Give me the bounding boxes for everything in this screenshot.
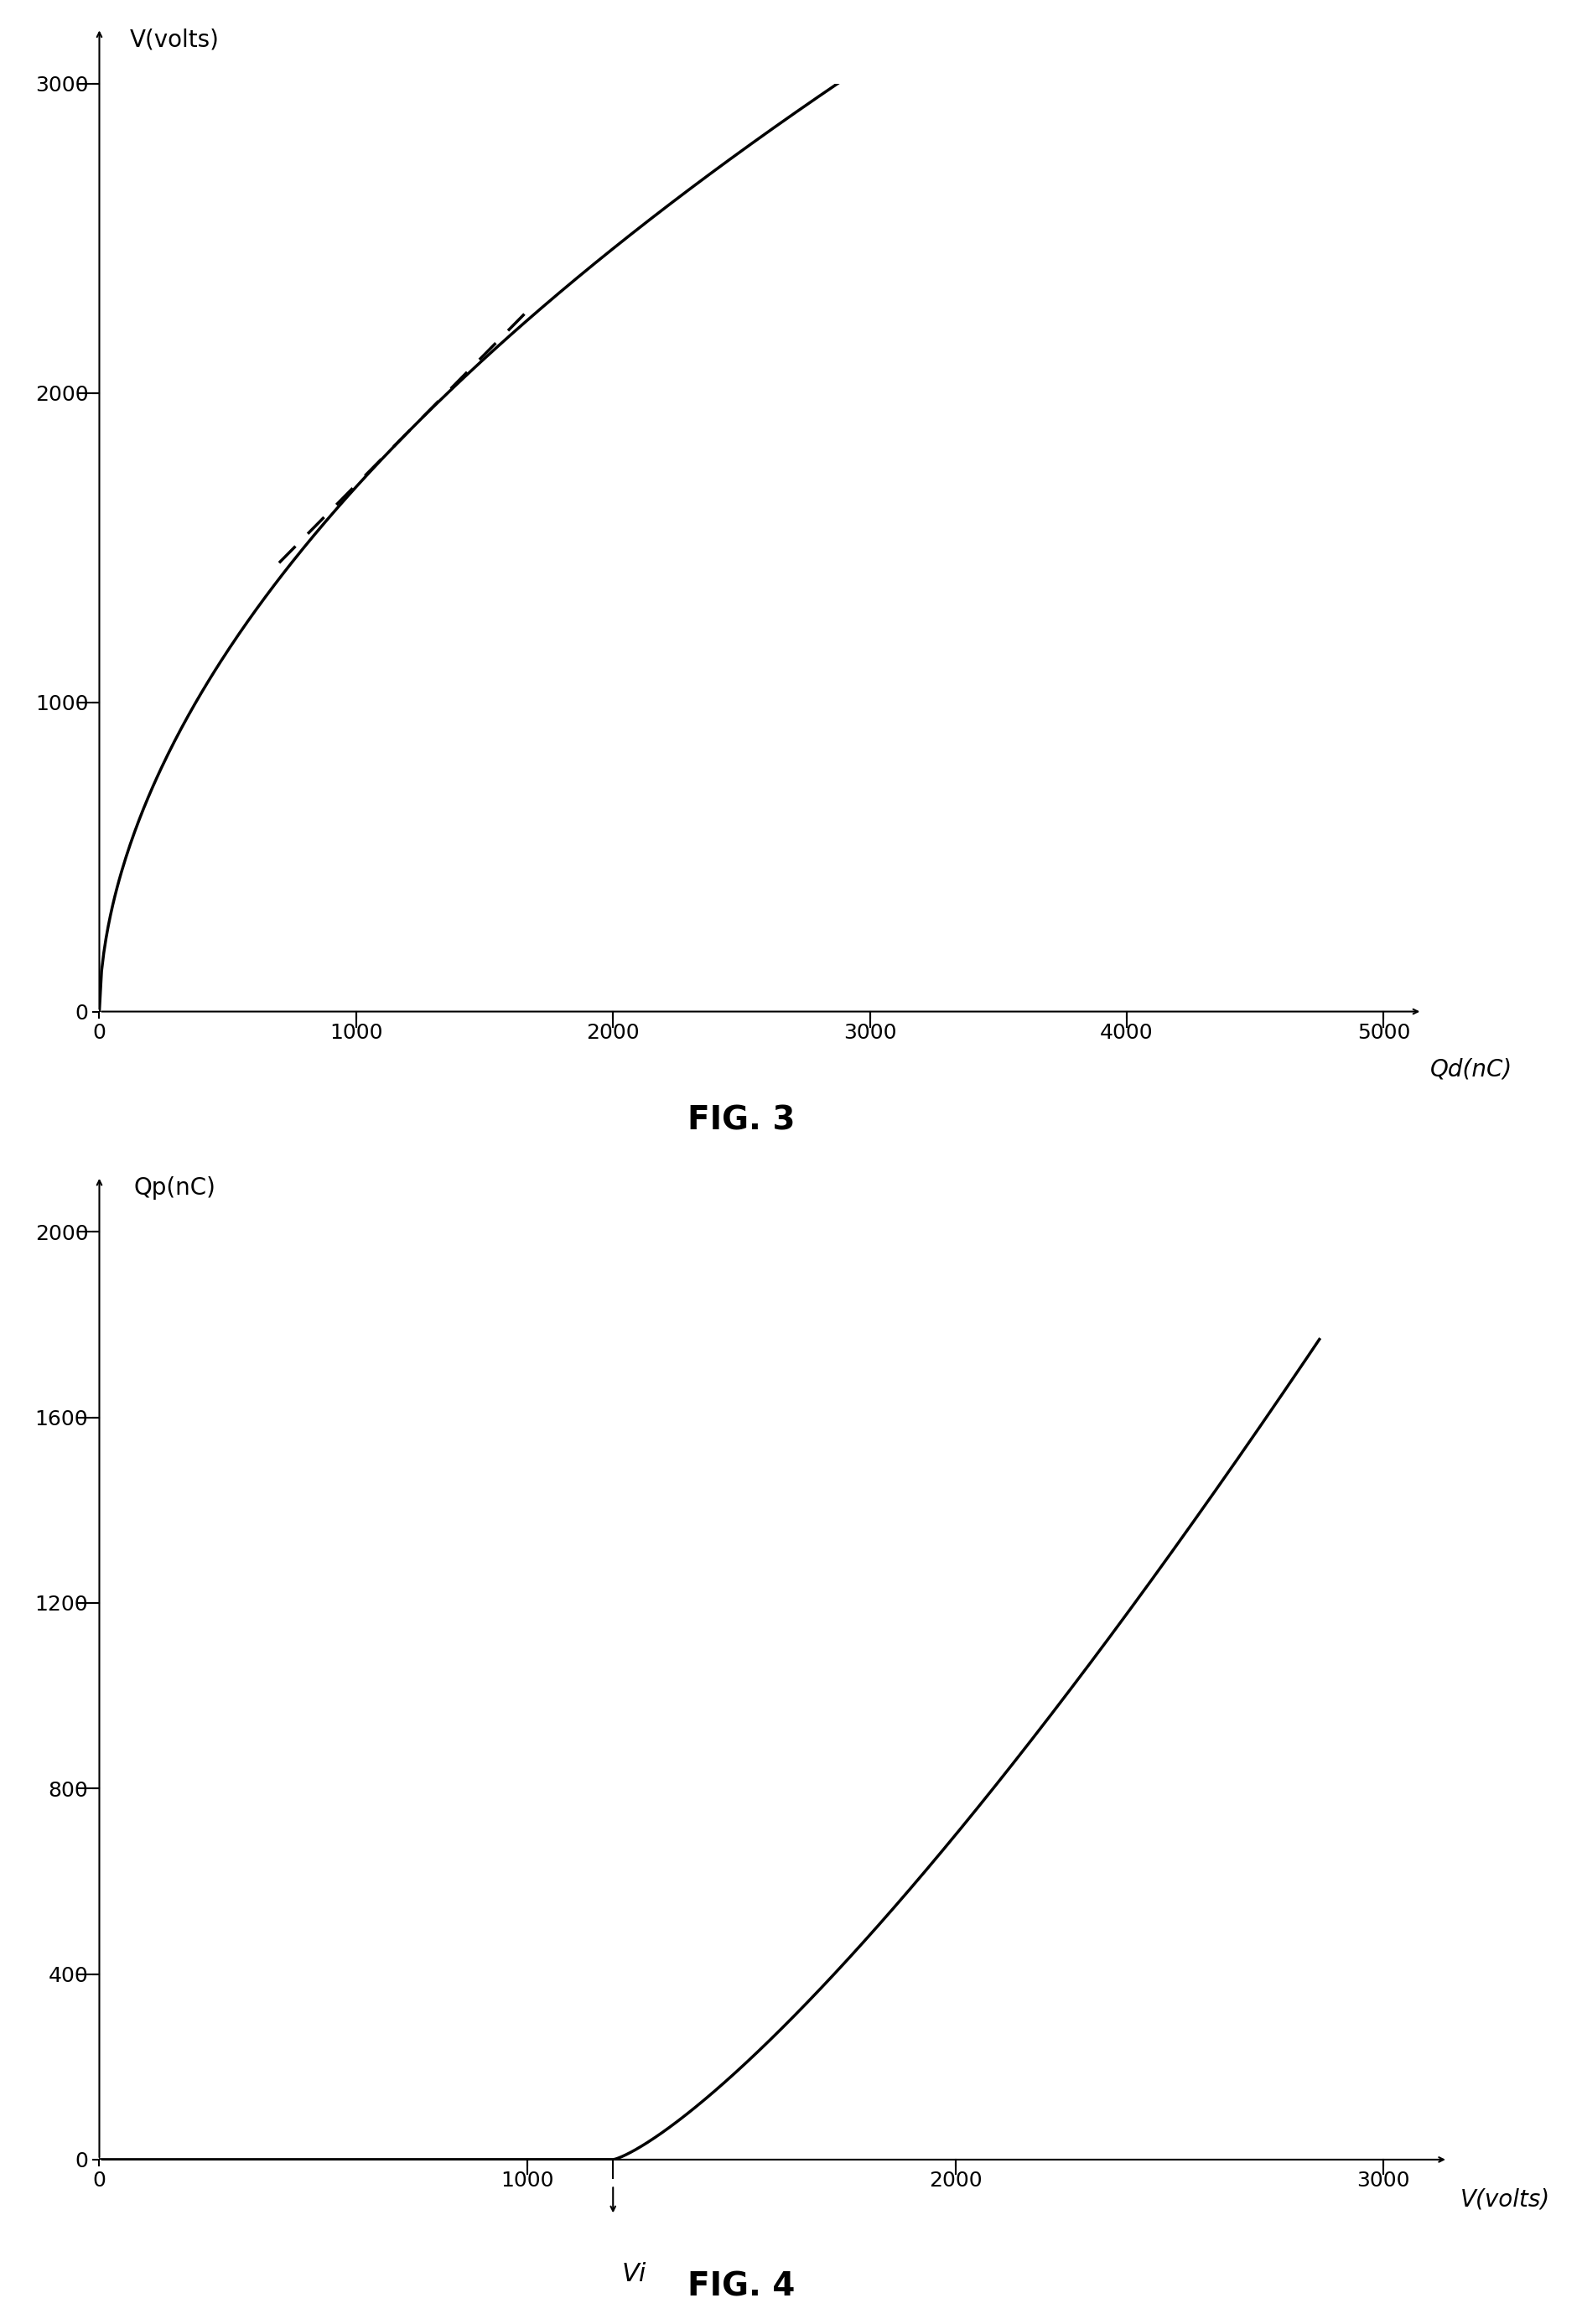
Text: Vi: Vi xyxy=(622,2261,645,2287)
Text: V(volts): V(volts) xyxy=(130,28,220,51)
Text: Qd(nC): Qd(nC) xyxy=(1430,1057,1512,1081)
Text: FIG. 4: FIG. 4 xyxy=(688,2271,796,2303)
Text: FIG. 3: FIG. 3 xyxy=(688,1104,796,1136)
Text: V(volts): V(volts) xyxy=(1460,2187,1550,2210)
Text: Qp(nC): Qp(nC) xyxy=(133,1176,215,1199)
